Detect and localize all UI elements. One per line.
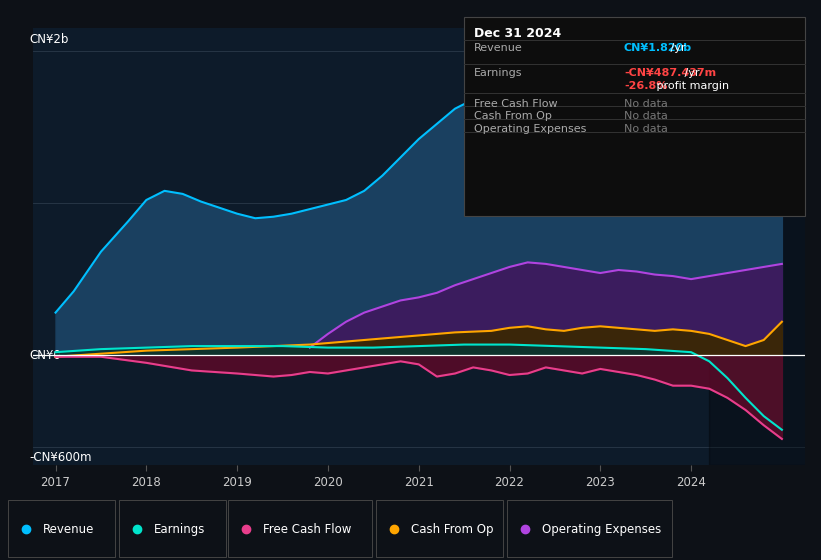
Text: CN¥2b: CN¥2b [29, 34, 68, 46]
Text: CN¥0: CN¥0 [29, 349, 61, 362]
Text: Operating Expenses: Operating Expenses [474, 124, 586, 134]
Text: No data: No data [624, 99, 667, 109]
Text: Free Cash Flow: Free Cash Flow [474, 99, 557, 109]
Text: CN¥1.820b: CN¥1.820b [624, 43, 692, 53]
Text: Earnings: Earnings [474, 68, 522, 78]
Text: Revenue: Revenue [474, 43, 522, 53]
Text: Cash From Op: Cash From Op [410, 523, 493, 536]
Bar [709, 28, 821, 465]
Text: profit margin: profit margin [653, 81, 729, 91]
Text: Dec 31 2024: Dec 31 2024 [474, 27, 561, 40]
Text: -CN¥487.437m: -CN¥487.437m [624, 68, 716, 78]
Text: -26.8%: -26.8% [624, 81, 667, 91]
Text: No data: No data [624, 111, 667, 122]
Text: Cash From Op: Cash From Op [474, 111, 552, 122]
Text: Operating Expenses: Operating Expenses [542, 523, 661, 536]
Text: Revenue: Revenue [43, 523, 94, 536]
Text: Earnings: Earnings [154, 523, 205, 536]
Text: No data: No data [624, 124, 667, 134]
Text: -CN¥600m: -CN¥600m [29, 451, 91, 464]
Text: Free Cash Flow: Free Cash Flow [263, 523, 351, 536]
Text: /yr: /yr [667, 43, 686, 53]
Text: /yr: /yr [681, 68, 699, 78]
